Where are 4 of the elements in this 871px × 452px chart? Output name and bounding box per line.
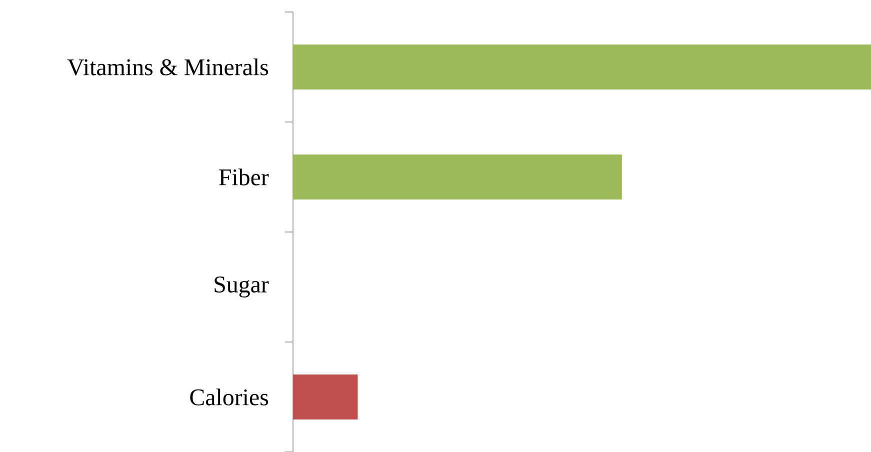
y-tick-label: Vitamins & Minerals — [67, 58, 268, 76]
y-tick-label: Sugar — [214, 276, 269, 298]
y-tick-label: Calories — [190, 388, 268, 406]
y-tick-label: Fiber — [219, 168, 269, 186]
